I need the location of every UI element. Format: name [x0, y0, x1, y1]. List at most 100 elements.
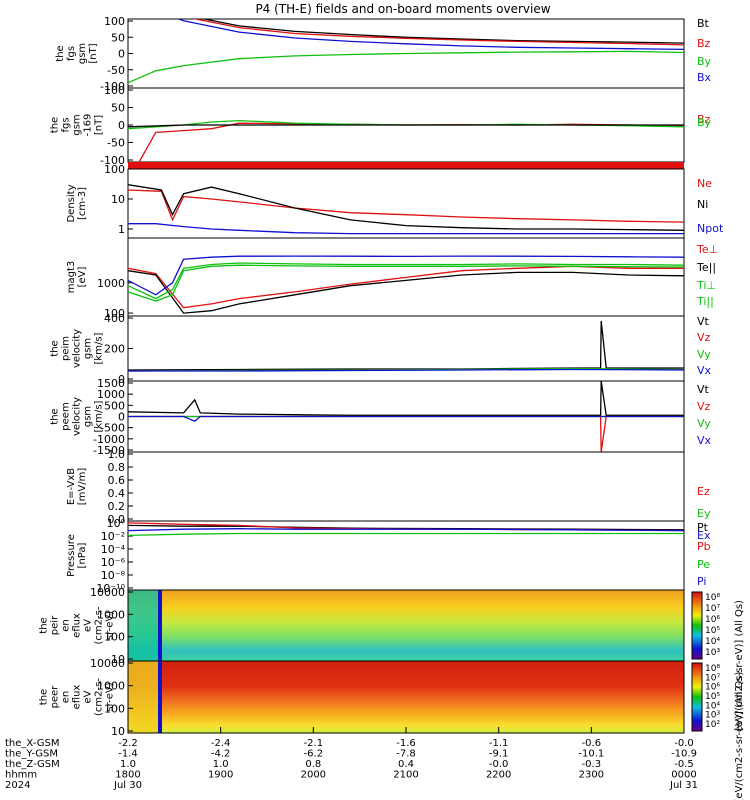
colorbar-tick-label: 10⁷ — [705, 604, 720, 614]
colorbar-tick-label: 10³ — [705, 648, 720, 658]
y-tick-label: 0 — [118, 119, 125, 132]
y-tick-label: -50 — [107, 64, 125, 77]
x-tick-label: -10.9 — [671, 749, 697, 760]
x-tick-label: Jul 31 — [669, 780, 698, 791]
y-tick-label: 0.6 — [108, 474, 126, 487]
x-tick-label: -0.0 — [674, 738, 694, 749]
colorbar-tick-label: 10⁵ — [705, 692, 720, 702]
series-line-By — [128, 50, 684, 84]
spectrogram-gap — [158, 590, 162, 661]
series-line-Bz — [192, 19, 684, 46]
legend-entry: Pb — [697, 540, 711, 553]
y-tick-label: -100 — [100, 154, 125, 167]
plot-title: P4 (TH-E) fields and on-board moments ov… — [255, 2, 550, 16]
x-tick-label: -7.8 — [396, 749, 416, 760]
legend-entry: Pi — [697, 575, 706, 588]
legend-entry: Bx — [697, 71, 712, 84]
y-tick-label: 200 — [104, 343, 125, 356]
spectrogram-gap — [158, 661, 162, 733]
y-tick-label: 100 — [104, 15, 125, 28]
colorbar-tick-label: 10⁷ — [705, 673, 720, 683]
x-tick-label: -0.3 — [582, 759, 602, 770]
x-axis-row-label: 2024 — [5, 780, 30, 791]
x-tick-label: 1.0 — [213, 759, 229, 770]
legend-entry: Bz — [697, 37, 711, 50]
y-axis-label: -169 — [83, 114, 94, 137]
y-axis-label: sr-eV) — [105, 682, 116, 711]
y-axis-label: eflux — [72, 613, 83, 638]
y-tick-label: 50 — [111, 31, 125, 44]
y-axis-label: eV — [83, 619, 94, 632]
legend-entry: By — [697, 116, 712, 129]
y-axis-label: en — [61, 691, 72, 704]
y-tick-label: 1 — [118, 223, 125, 236]
panel-velocity-esa-ion: 400 200 0 the peim velocity gsm [km/s] Vt Vz Vy Vx — [50, 312, 712, 386]
panel-fgs-gsm: 100 50 0 -50 -100 the fgs gsm [nT] Bt Bz By Bx — [55, 15, 712, 93]
legend-entry: Pe — [697, 558, 710, 571]
y-tick-label: 0 — [118, 411, 125, 424]
y-axis-label: [mV/m] — [77, 468, 88, 506]
colorbar-scale — [691, 591, 703, 660]
legend-entry: Vy — [697, 348, 711, 361]
y-tick-label: 50 — [111, 102, 125, 115]
y-tick-label: 10 — [111, 653, 125, 666]
y-axis-label: gsm — [72, 114, 83, 135]
colorbar-tick-label: 10⁸ — [705, 664, 720, 674]
colorbar-label: [eV/(cm2-s-sr-eV)] (All Qs) — [734, 671, 745, 800]
y-axis-label: Density — [66, 184, 77, 222]
y-axis-label: (cm2-s- — [94, 606, 105, 644]
spectrogram-early-band — [128, 661, 158, 733]
legend-entry: Ex — [697, 529, 711, 542]
legend-entry: Vz — [697, 331, 711, 344]
y-axis-label: eV — [83, 690, 94, 703]
x-tick-label: -6.2 — [304, 749, 324, 760]
y-axis-label: the — [39, 617, 50, 633]
x-tick-label: 2000 — [301, 770, 326, 781]
y-axis-label: Pressure — [66, 534, 77, 577]
x-tick-label: Jul 30 — [113, 780, 142, 791]
x-tick-label: 0.8 — [305, 759, 321, 770]
legend-entry: Bz — [697, 113, 711, 126]
x-axis-row-label: the_Z-GSM — [5, 759, 60, 770]
y-tick-label: 1000 — [97, 680, 125, 693]
y-axis-label: [nT] — [94, 115, 105, 135]
y-tick-label: 0.8 — [108, 461, 126, 474]
y-tick-label: 10⁻² — [101, 530, 125, 543]
legend-entry: Ez — [697, 485, 710, 498]
panel-density: 100 10 1 Density [cm-3] Ne Ni Npot — [66, 163, 724, 239]
x-tick-label: -2.2 — [118, 738, 138, 749]
series-line-Te|| — [128, 270, 684, 314]
y-axis-label: peir — [50, 615, 61, 635]
colorbar-tick-label: 10³ — [705, 711, 720, 721]
colorbar-tick-label: 10⁴ — [705, 637, 720, 647]
y-tick-label: 1000 — [97, 388, 125, 401]
y-tick-label: 0 — [118, 373, 125, 386]
y-tick-label: 10000 — [90, 657, 125, 670]
x-axis-row-label: the_X-GSM — [5, 738, 59, 749]
series-line-Ti-blue — [128, 255, 684, 296]
y-tick-label: 500 — [104, 399, 125, 412]
y-tick-label: 400 — [104, 312, 125, 325]
colorbar-tick-label: 10⁶ — [705, 683, 720, 693]
y-tick-label: 10 — [111, 193, 125, 206]
series-line-Bx — [128, 124, 684, 128]
legend-entry: Vx — [697, 364, 712, 377]
legend-entry: Ey — [697, 507, 711, 520]
y-tick-label: -1500 — [93, 444, 125, 457]
y-tick-label: 10⁻⁴ — [101, 543, 126, 556]
x-tick-label: -0.6 — [582, 738, 602, 749]
y-axis-label: sr-eV) — [105, 611, 116, 640]
x-tick-label: -9.1 — [489, 749, 509, 760]
y-tick-label: 10⁻⁸ — [101, 569, 126, 582]
y-axis-label: [eV] — [77, 267, 88, 288]
legend-entry: Npot — [697, 222, 724, 235]
x-tick-label: -0.5 — [674, 759, 694, 770]
y-axis-label: velocity — [72, 397, 83, 436]
y-tick-label: 10000 — [90, 586, 125, 599]
y-tick-label: -500 — [100, 422, 125, 435]
spectrogram-early-band — [128, 590, 158, 661]
y-axis-label: [km/s] — [94, 400, 105, 432]
series-line-Vx — [128, 368, 684, 372]
legend-entry: Te|| — [696, 261, 716, 274]
